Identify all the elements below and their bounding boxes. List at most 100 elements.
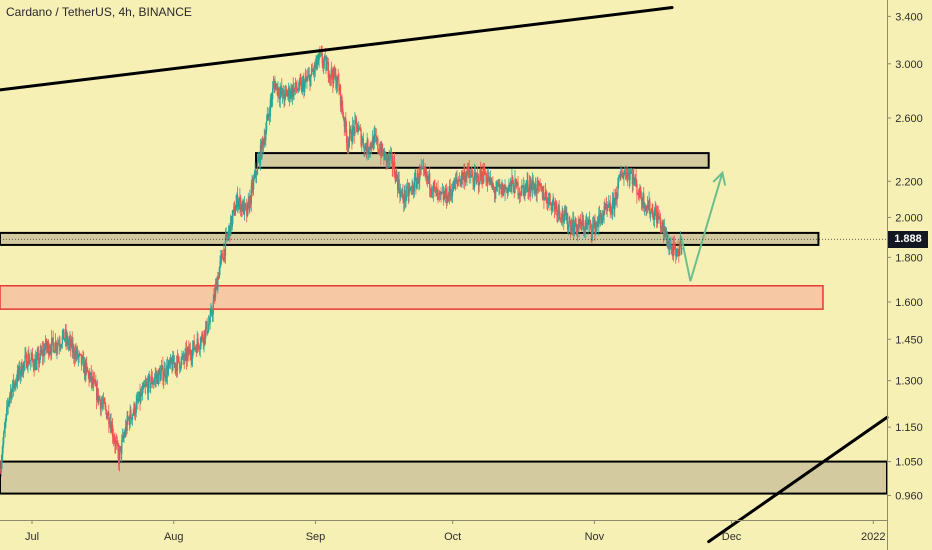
- candle-body: [111, 425, 113, 433]
- price-tick-label: 2.600: [895, 113, 923, 125]
- candle-body: [638, 195, 640, 198]
- candle-body: [499, 184, 501, 188]
- candle-body: [488, 175, 490, 184]
- candle-body: [353, 127, 355, 135]
- candle-body: [509, 181, 512, 185]
- candle-body: [200, 338, 202, 346]
- candle-body: [543, 192, 545, 201]
- candle-body: [16, 382, 18, 384]
- candle-body: [50, 350, 52, 353]
- candle-body: [133, 404, 135, 413]
- candle-body: [135, 401, 137, 413]
- candle-body: [625, 172, 627, 178]
- candle-body: [170, 358, 172, 363]
- candle-body: [130, 410, 132, 418]
- candle-body: [360, 129, 362, 146]
- candle-body: [587, 222, 589, 226]
- candle-body: [422, 166, 425, 168]
- candle-body: [530, 183, 532, 193]
- candle-body: [475, 175, 477, 178]
- candle-body: [568, 221, 570, 227]
- candle-body: [607, 206, 609, 208]
- candle-body: [438, 192, 441, 194]
- candle-body: [169, 361, 171, 364]
- candle-body: [208, 324, 210, 332]
- candle-body: [397, 179, 400, 190]
- candle-body: [473, 182, 475, 188]
- candle-body: [571, 225, 573, 233]
- candle-body: [483, 167, 486, 175]
- candle-body: [73, 345, 75, 357]
- candle-body: [643, 193, 645, 209]
- candle-body: [572, 219, 574, 233]
- candle-body: [36, 355, 38, 361]
- candle-body: [169, 358, 172, 364]
- candle-body: [520, 194, 522, 195]
- candle-body: [480, 171, 483, 179]
- candle-body: [421, 167, 423, 169]
- candle-body: [48, 351, 51, 355]
- candle-body: [598, 214, 601, 218]
- candle-body: [486, 181, 488, 184]
- candle-body: [618, 174, 621, 178]
- candle-body: [131, 417, 133, 420]
- candle-body: [76, 349, 78, 356]
- candle-body: [385, 153, 387, 163]
- candle-body: [342, 107, 344, 116]
- candle-body: [105, 405, 107, 411]
- candle-body: [186, 351, 188, 361]
- candle-body: [15, 382, 17, 386]
- candle-body: [163, 368, 166, 377]
- candle-body: [361, 140, 363, 146]
- candle-body: [652, 210, 654, 219]
- candle-body: [361, 138, 364, 141]
- price-tick-label: 1.050: [895, 457, 923, 469]
- candle-body: [495, 189, 497, 193]
- candle-body: [680, 237, 682, 249]
- candle-body: [209, 314, 211, 323]
- candle-body: [114, 440, 116, 446]
- candle-body: [377, 138, 379, 150]
- chart-title: Cardano / TetherUS, 4h, BINANCE: [6, 5, 192, 19]
- candle-body: [602, 215, 605, 217]
- candle-body: [434, 186, 436, 188]
- candle-body: [217, 276, 219, 290]
- candle-body: [299, 79, 301, 82]
- candle-body: [627, 172, 630, 174]
- candle-body: [578, 224, 580, 231]
- candle-body: [80, 353, 82, 355]
- candle-body: [451, 192, 453, 197]
- candle-body: [659, 218, 662, 229]
- candle-body: [198, 348, 201, 350]
- candle-body: [105, 410, 108, 419]
- candle-body: [234, 211, 237, 216]
- candle-body: [609, 202, 611, 212]
- candle-body: [616, 196, 618, 200]
- candle-body: [598, 214, 600, 227]
- candle-body: [384, 151, 387, 154]
- candle-body: [370, 143, 372, 148]
- plot-area[interactable]: [0, 0, 887, 520]
- price-tick-label: 3.400: [895, 11, 923, 23]
- candle-body: [20, 362, 22, 374]
- candle-body: [445, 188, 447, 198]
- candle-body: [515, 179, 517, 180]
- candle-body: [220, 256, 222, 261]
- candle-body: [118, 449, 121, 464]
- candle-body: [537, 180, 539, 182]
- candle-body: [407, 186, 409, 197]
- candle-body: [156, 374, 159, 385]
- candle-body: [498, 184, 500, 187]
- candle-body: [188, 347, 190, 355]
- candle-body: [472, 176, 474, 183]
- time-tick-label: Jul: [25, 531, 39, 543]
- candle-body: [37, 353, 39, 356]
- candle-body: [265, 121, 268, 131]
- candle-body: [224, 236, 227, 257]
- candle-body: [201, 334, 204, 340]
- candle-body: [134, 404, 136, 416]
- candle-body: [523, 187, 525, 196]
- candle-body: [555, 204, 557, 207]
